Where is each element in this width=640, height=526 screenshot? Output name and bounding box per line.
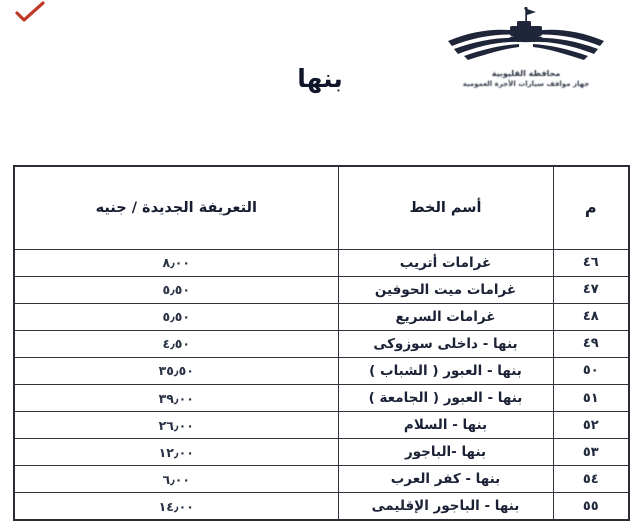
table-row: ٥١ بنها - العبور ( الجامعة ) ٣٩٫٠٠ [13, 383, 630, 413]
line-name-cell: غرامات السريع [337, 302, 554, 331]
line-name-cell: بنها - الباجور الإقليمى [337, 492, 554, 521]
tariff-value-cell: ٤٫٥٠ [13, 329, 339, 358]
line-name-cell: غرامات أتريب [337, 248, 554, 277]
table-row: ٥٢ بنها - السلام ٢٦٫٠٠ [13, 411, 630, 440]
tariff-value-cell: ٢٦٫٠٠ [13, 411, 339, 440]
line-name-cell: بنها - السلام [337, 411, 554, 440]
row-index-cell: ٤٨ [552, 302, 630, 331]
tariff-value-cell: ٨٫٠٠ [13, 248, 339, 277]
line-name-cell: بنها -الباجور [337, 438, 554, 467]
table-row: ٥٤ بنها - كفر العرب ٦٫٠٠ [13, 465, 630, 494]
tariff-table: م أسم الخط التعريفة الجديدة / جنيه ٤٦ غر… [13, 165, 630, 521]
table-body: ٤٦ غرامات أتريب ٨٫٠٠ ٤٧ غرامات ميت الحوف… [13, 248, 630, 521]
table-row: ٥٥ بنها - الباجور الإقليمى ١٤٫٠٠ [13, 492, 630, 521]
row-index-cell: ٥٠ [552, 356, 630, 385]
organization-logo: محافظة القليوبية جهاز مواقف سيارات الأجر… [442, 5, 610, 89]
tariff-value-cell: ٥٫٥٠ [13, 302, 339, 331]
tariff-value-cell: ١٤٫٠٠ [13, 492, 339, 521]
table-row: ٥٣ بنها -الباجور ١٢٫٠٠ [13, 438, 630, 467]
page-title: بنها [297, 64, 343, 93]
checkmark-stroke [15, 1, 45, 22]
table-row: ٤٨ غرامات السريع ٥٫٥٠ [13, 302, 630, 331]
tariff-value-cell: ١٢٫٠٠ [13, 438, 339, 467]
line-name-cell: غرامات ميت الحوفين [337, 275, 554, 304]
red-checkmark-icon [15, 1, 45, 22]
column-header-index: م [552, 165, 630, 250]
column-header-line-name: أسم الخط [337, 165, 554, 250]
row-index-cell: ٤٧ [552, 275, 630, 304]
line-name-cell: بنها - العبور ( الشباب ) [337, 356, 554, 385]
table-row: ٤٧ غرامات ميت الحوفين ٥٫٥٠ [13, 275, 630, 304]
line-name-cell: بنها - العبور ( الجامعة ) [337, 383, 554, 413]
column-header-tariff: التعريفة الجديدة / جنيه [13, 165, 339, 250]
organization-name-line1: محافظة القليوبية [491, 69, 561, 78]
row-index-cell: ٥٢ [552, 411, 630, 440]
row-index-cell: ٥١ [552, 383, 630, 413]
table-row: ٥٠ بنها - العبور ( الشباب ) ٣٥٫٥٠ [13, 356, 630, 385]
row-index-cell: ٤٩ [552, 329, 630, 358]
tariff-value-cell: ٥٫٥٠ [13, 275, 339, 304]
table-row: ٤٩ بنها - داخلى سوزوكى ٤٫٥٠ [13, 329, 630, 358]
line-name-cell: بنها - كفر العرب [337, 465, 554, 494]
line-name-cell: بنها - داخلى سوزوكى [337, 329, 554, 358]
organization-name-line2: جهاز مواقف سيارات الأجرة العمومية [462, 80, 590, 88]
row-index-cell: ٤٦ [552, 248, 630, 277]
table-row: ٤٦ غرامات أتريب ٨٫٠٠ [13, 248, 630, 277]
table-header-row: م أسم الخط التعريفة الجديدة / جنيه [13, 165, 630, 250]
row-index-cell: ٥٥ [552, 492, 630, 521]
row-index-cell: ٥٤ [552, 465, 630, 494]
tariff-value-cell: ٣٩٫٠٠ [13, 383, 339, 413]
tariff-value-cell: ٦٫٠٠ [13, 465, 339, 494]
row-index-cell: ٥٣ [552, 438, 630, 467]
tariff-value-cell: ٣٥٫٥٠ [13, 356, 339, 385]
winged-transport-emblem-icon [448, 6, 604, 60]
